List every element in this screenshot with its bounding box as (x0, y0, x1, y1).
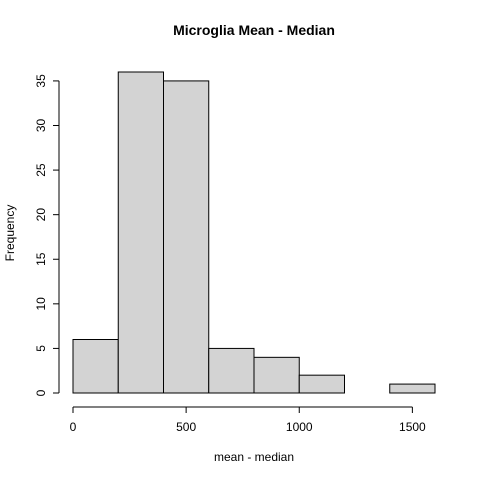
y-tick-label: 15 (34, 252, 48, 266)
x-tick-label: 1000 (286, 420, 313, 434)
bars-group (73, 72, 435, 393)
histogram-bar (390, 384, 435, 393)
x-tick-label: 1500 (399, 420, 426, 434)
x-tick-label: 0 (70, 420, 77, 434)
histogram-bar (299, 375, 344, 393)
y-tick-label: 10 (34, 297, 48, 311)
chart-title: Microglia Mean - Median (173, 22, 335, 38)
histogram-bar (73, 340, 118, 394)
x-axis-label: mean - median (214, 450, 294, 464)
histogram-bar (118, 72, 163, 393)
y-tick-label: 20 (34, 208, 48, 222)
x-axis: 0 500 1000 1500 (70, 407, 426, 434)
y-tick-label: 30 (34, 119, 48, 133)
x-tick-label: 500 (176, 420, 196, 434)
y-tick-label: 5 (34, 345, 48, 352)
y-tick-label: 25 (34, 163, 48, 177)
histogram-bar (164, 81, 209, 393)
y-axis-label: Frequency (3, 205, 17, 262)
histogram-bar (209, 348, 254, 393)
y-axis: 0 5 10 15 20 25 30 35 (34, 74, 59, 396)
y-tick-label: 35 (34, 74, 48, 88)
histogram-bar (254, 357, 299, 393)
y-tick-label: 0 (34, 389, 48, 396)
